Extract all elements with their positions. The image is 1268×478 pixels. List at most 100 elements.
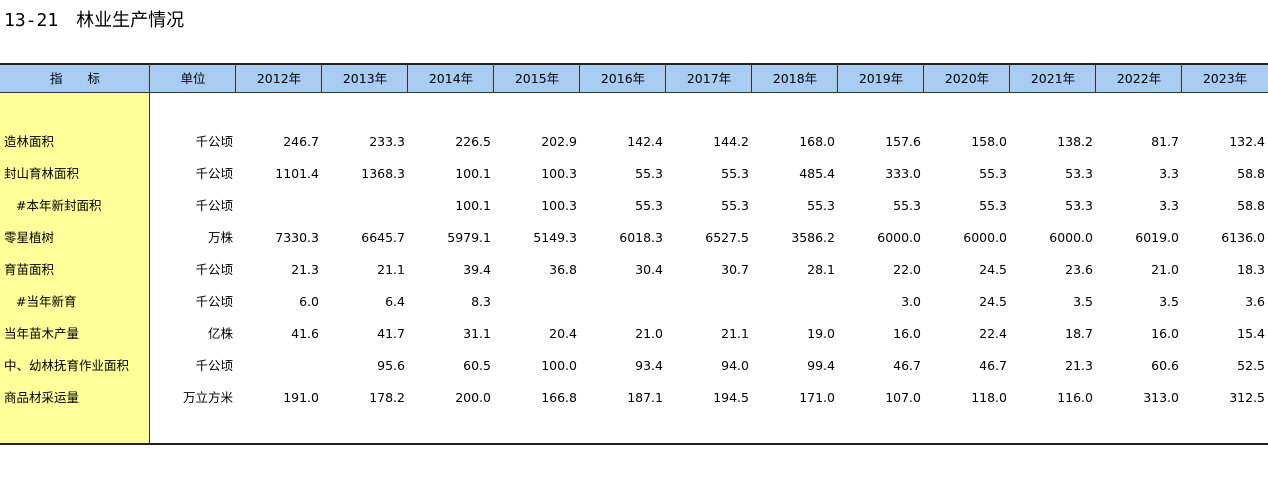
- value: 46.7: [979, 358, 1007, 373]
- value: 15.4: [1237, 326, 1265, 341]
- value: 6136.0: [1221, 230, 1265, 245]
- value: 95.6: [377, 358, 405, 373]
- value: 6019.0: [1135, 230, 1179, 245]
- value: 3586.2: [791, 230, 835, 245]
- column-header: 2023年: [1202, 71, 1248, 86]
- value: 3.0: [901, 294, 921, 309]
- unit: 万株: [207, 230, 233, 245]
- value: 99.4: [807, 358, 835, 373]
- value: 53.3: [1065, 198, 1093, 213]
- value: 1101.4: [275, 166, 319, 181]
- unit: 千公顷: [195, 198, 233, 213]
- value: 21.3: [291, 262, 319, 277]
- value: 58.8: [1237, 166, 1265, 181]
- value: 157.6: [885, 134, 921, 149]
- column-header: 2016年: [600, 71, 646, 86]
- value: 5149.3: [533, 230, 577, 245]
- column-header: 2017年: [686, 71, 732, 86]
- row-label: 造林面积: [4, 134, 55, 149]
- value: 3.3: [1159, 198, 1179, 213]
- row-label: 零星植树: [4, 230, 55, 245]
- value: 16.0: [893, 326, 921, 341]
- value: 171.0: [799, 390, 835, 405]
- value: 21.0: [635, 326, 663, 341]
- value: 18.3: [1237, 262, 1265, 277]
- value: 31.1: [463, 326, 491, 341]
- header-band: [0, 63, 1268, 93]
- value: 8.3: [471, 294, 491, 309]
- column-header: 2013年: [342, 71, 388, 86]
- column-rule: [493, 63, 494, 93]
- value: 100.1: [455, 198, 491, 213]
- value: 6527.5: [705, 230, 749, 245]
- value: 6000.0: [963, 230, 1007, 245]
- column-header: 2019年: [858, 71, 904, 86]
- unit: 千公顷: [195, 294, 233, 309]
- value: 53.3: [1065, 166, 1093, 181]
- column-rule: [579, 63, 580, 93]
- value: 233.3: [369, 134, 405, 149]
- value: 313.0: [1143, 390, 1179, 405]
- value: 20.4: [549, 326, 577, 341]
- column-header: 指 标: [49, 71, 100, 86]
- row-label: #当年新育: [16, 294, 77, 309]
- column-rule: [1009, 63, 1010, 93]
- value: 178.2: [369, 390, 405, 405]
- value: 100.3: [541, 198, 577, 213]
- value: 81.7: [1151, 134, 1179, 149]
- value: 485.4: [799, 166, 835, 181]
- row-label: 当年苗木产量: [4, 326, 80, 341]
- value: 118.0: [971, 390, 1007, 405]
- value: 7330.3: [275, 230, 319, 245]
- value: 6.4: [385, 294, 405, 309]
- value: 187.1: [627, 390, 663, 405]
- column-rule: [321, 63, 322, 93]
- value: 39.4: [463, 262, 491, 277]
- value: 6018.3: [619, 230, 663, 245]
- unit: 万立方米: [182, 390, 233, 405]
- value: 226.5: [455, 134, 491, 149]
- value: 55.3: [979, 166, 1007, 181]
- value: 30.7: [721, 262, 749, 277]
- value: 21.1: [377, 262, 405, 277]
- value: 100.3: [541, 166, 577, 181]
- title: 13-21 林业生产情况: [4, 10, 185, 31]
- column-rule: [1095, 63, 1096, 93]
- value: 55.3: [635, 166, 663, 181]
- value: 30.4: [635, 262, 663, 277]
- value: 3.3: [1159, 166, 1179, 181]
- column-rule: [665, 63, 666, 93]
- value: 55.3: [721, 166, 749, 181]
- column-header: 2018年: [772, 71, 818, 86]
- column-header: 2021年: [1030, 71, 1076, 86]
- value: 5979.1: [447, 230, 491, 245]
- value: 6000.0: [877, 230, 921, 245]
- value: 55.3: [721, 198, 749, 213]
- row-label: #本年新封面积: [16, 198, 102, 213]
- value: 23.6: [1065, 262, 1093, 277]
- value: 3.6: [1245, 294, 1265, 309]
- value: 41.6: [291, 326, 319, 341]
- value: 21.3: [1065, 358, 1093, 373]
- value: 312.5: [1229, 390, 1265, 405]
- column-header: 2014年: [428, 71, 474, 86]
- value: 194.5: [713, 390, 749, 405]
- unit: 千公顷: [195, 134, 233, 149]
- bottom-rule: [0, 443, 1268, 445]
- column-header: 2020年: [944, 71, 990, 86]
- row-label: 育苗面积: [4, 262, 55, 277]
- value: 28.1: [807, 262, 835, 277]
- value: 52.5: [1237, 358, 1265, 373]
- value: 100.1: [455, 166, 491, 181]
- column-rule: [235, 63, 236, 93]
- value: 138.2: [1057, 134, 1093, 149]
- column-header: 2022年: [1116, 71, 1162, 86]
- row-label: 封山育林面积: [4, 166, 80, 181]
- column-rule: [407, 63, 408, 93]
- value: 107.0: [885, 390, 921, 405]
- value: 55.3: [807, 198, 835, 213]
- value: 93.4: [635, 358, 663, 373]
- column-rule: [149, 63, 150, 444]
- value: 168.0: [799, 134, 835, 149]
